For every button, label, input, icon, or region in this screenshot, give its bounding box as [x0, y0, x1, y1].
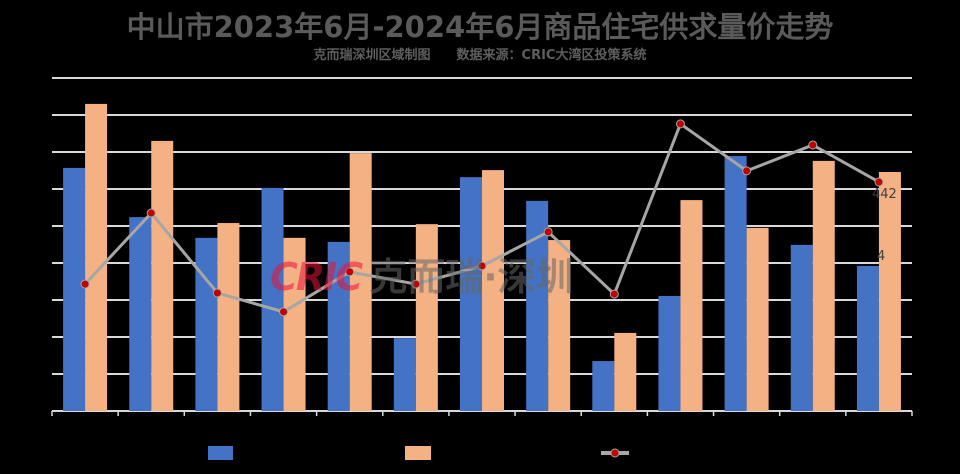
price-marker	[477, 261, 487, 271]
bar-sales	[349, 153, 372, 412]
bar-sales	[680, 200, 703, 411]
chart-subtitle: 克而瑞深圳区域制图 数据来源：CRIC大湾区投策系统	[313, 48, 647, 63]
bar-sales	[482, 170, 504, 411]
watermark: CRIC 克而瑞·深圳	[270, 246, 574, 301]
bar-sales	[283, 237, 306, 411]
bar-supply	[327, 241, 350, 411]
bar-supply	[393, 338, 416, 411]
bar-sales	[812, 160, 835, 411]
legend-swatch-supply	[208, 446, 233, 460]
bar-sales	[85, 103, 108, 412]
watermark-text: 克而瑞·深圳	[369, 255, 574, 299]
bar-supply	[63, 167, 86, 411]
price-marker	[675, 119, 685, 129]
price-marker	[212, 288, 222, 298]
bar-supply	[724, 156, 747, 411]
price-marker	[808, 140, 818, 150]
bar-sales	[415, 224, 438, 411]
bar-sales	[217, 223, 240, 411]
bar-supply	[129, 217, 152, 411]
price-marker	[146, 208, 156, 218]
price-marker	[279, 307, 289, 317]
legend-swatch-price-line	[601, 448, 629, 458]
watermark-brand: CRIC	[270, 255, 363, 299]
bar-sales	[614, 332, 637, 411]
bar-supply	[195, 237, 218, 411]
bar-supply	[261, 187, 284, 411]
bar-sales	[746, 227, 769, 411]
price-marker	[80, 279, 90, 289]
bar-supply	[592, 361, 615, 411]
data-label-b: 4	[877, 249, 886, 264]
bar-sales	[548, 240, 571, 411]
legend-swatch-sales	[405, 446, 431, 460]
bar-supply	[790, 244, 813, 411]
bar-supply	[526, 200, 549, 411]
price-marker	[609, 289, 619, 299]
price-marker	[345, 267, 355, 277]
bar-sales	[878, 171, 901, 411]
price-marker	[742, 166, 752, 176]
bar-supply	[460, 177, 482, 411]
data-label-a: 442	[872, 187, 897, 202]
bar-supply	[856, 265, 879, 411]
price-marker	[543, 227, 553, 237]
price-marker	[874, 177, 884, 187]
bar-sales	[151, 140, 174, 411]
chart-title: 中山市2023年6月-2024年6月商品住宅供求量价走势	[126, 10, 834, 44]
bar-supply	[658, 295, 681, 411]
price-marker	[411, 279, 421, 289]
